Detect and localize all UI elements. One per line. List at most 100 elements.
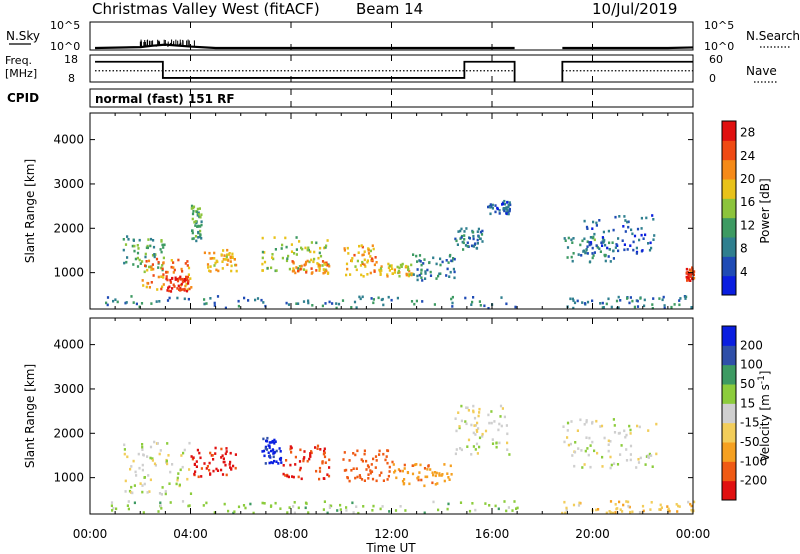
echo-cell	[150, 265, 153, 269]
colorbar-tick-label: -200	[740, 474, 767, 488]
echo-cell	[689, 279, 692, 282]
echo-cell	[225, 450, 228, 453]
echo-cell	[323, 447, 326, 451]
echo-cell	[563, 500, 566, 504]
echo-cell	[686, 279, 689, 282]
echo-cell	[603, 239, 606, 242]
echo-cell	[192, 237, 195, 240]
echo-cell	[506, 208, 509, 212]
echo-cell	[438, 472, 441, 475]
echo-cell	[489, 206, 492, 209]
echo-cell	[431, 481, 434, 485]
echo-cell	[619, 508, 622, 511]
echo-cell	[112, 507, 115, 510]
echo-cell	[628, 424, 631, 428]
echo-cell	[450, 473, 453, 476]
echo-cell	[243, 296, 246, 300]
echo-cell	[610, 305, 613, 309]
echo-cell	[126, 455, 129, 459]
echo-cell	[330, 504, 333, 508]
echo-cell	[457, 230, 460, 233]
echo-cell	[454, 237, 457, 241]
echo-cell	[473, 416, 477, 420]
echo-cell	[285, 259, 289, 263]
echo-cell	[188, 287, 191, 291]
colorbar-swatch	[722, 140, 736, 161]
echo-cell	[192, 456, 195, 459]
echo-cell	[145, 285, 148, 289]
echo-cell	[429, 468, 432, 471]
echo-cell	[639, 297, 642, 300]
echo-cell	[622, 225, 625, 228]
echo-cell	[436, 482, 439, 485]
echo-cell	[199, 225, 202, 228]
echo-cell	[220, 468, 223, 472]
echo-cell	[685, 271, 688, 274]
echo-cell	[224, 463, 227, 467]
echo-cell	[353, 300, 357, 304]
echo-cell	[357, 251, 360, 254]
echo-cell	[298, 460, 302, 463]
echo-cell	[222, 249, 225, 252]
echo-cell	[162, 283, 165, 286]
echo-cell	[270, 461, 273, 464]
echo-cell	[272, 451, 276, 455]
echo-cell	[603, 436, 606, 440]
echo-cell	[298, 240, 301, 243]
echo-cell	[488, 504, 491, 507]
echo-cell	[290, 243, 293, 246]
echo-cell	[408, 269, 411, 273]
echo-cell	[132, 239, 135, 242]
power-cbar-label: Power [dB]	[758, 178, 772, 243]
echo-cell	[146, 246, 149, 250]
echo-cell	[416, 278, 419, 282]
echo-cell	[205, 302, 208, 305]
echo-cell	[574, 441, 577, 444]
echo-cell	[133, 249, 136, 253]
echo-cell	[256, 297, 260, 300]
echo-cell	[476, 430, 479, 433]
echo-cell	[463, 238, 466, 241]
echo-cell	[127, 238, 130, 241]
echo-cell	[314, 446, 317, 449]
echo-cell	[563, 440, 566, 444]
echo-cell	[237, 505, 241, 509]
echo-cell	[577, 447, 580, 450]
echo-cell	[426, 468, 429, 471]
echo-cell	[386, 273, 389, 276]
echo-cell	[652, 297, 655, 300]
colorbar-swatch	[722, 121, 736, 141]
echo-cell	[573, 464, 576, 468]
echo-cell	[187, 273, 190, 276]
echo-cell	[661, 298, 664, 302]
echo-cell	[375, 459, 378, 462]
echo-cell	[406, 265, 410, 269]
echo-cell	[183, 448, 186, 452]
echo-cell	[506, 201, 509, 204]
echo-cell	[650, 454, 653, 457]
echo-cell	[297, 506, 300, 510]
echo-cell	[591, 227, 594, 230]
echo-cell	[585, 225, 589, 229]
echo-cell	[629, 432, 632, 435]
echo-cell	[591, 299, 594, 303]
echo-cell	[286, 474, 289, 478]
echo-cell	[142, 453, 145, 457]
echo-cell	[225, 258, 228, 261]
echo-cell	[149, 456, 152, 460]
echo-cell	[494, 204, 497, 207]
colorbar-swatch	[722, 179, 736, 199]
echo-cell	[323, 455, 327, 459]
echo-cell	[586, 447, 589, 450]
echo-cell	[511, 509, 514, 512]
echo-cell	[403, 478, 406, 481]
echo-cell	[398, 266, 401, 270]
echo-cell	[165, 275, 168, 278]
echo-cell	[152, 267, 155, 271]
echo-cell	[184, 280, 187, 283]
x-tick-label: 12:00	[374, 527, 409, 541]
echo-cell	[215, 467, 218, 471]
echo-cell	[481, 229, 484, 233]
echo-cell	[326, 473, 329, 476]
echo-cell	[132, 301, 135, 304]
